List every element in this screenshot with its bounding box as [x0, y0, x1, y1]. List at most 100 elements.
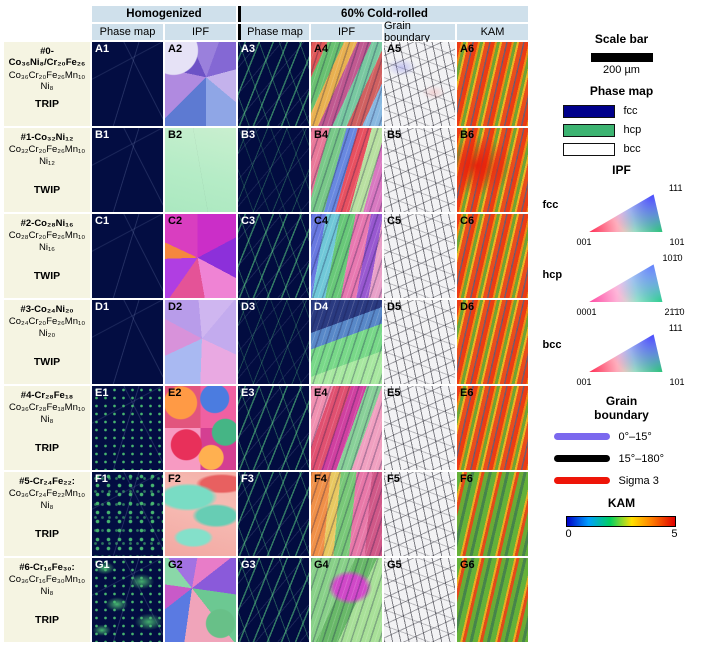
micrograph-g2: G2: [165, 558, 236, 642]
alloy-title: #2-Co₂₈Ni₁₆: [20, 218, 74, 229]
cell-label: E4: [314, 387, 328, 399]
cell-label: A4: [314, 43, 329, 55]
alloy-type: TWIP: [33, 184, 61, 196]
sigma3-label: Sigma 3: [618, 474, 659, 487]
kam-max: 5: [671, 527, 678, 540]
bcc-label: bcc: [623, 143, 641, 156]
micrograph-a3: A3: [238, 42, 309, 126]
corner-label-bottom-left: 001: [576, 377, 592, 388]
micrograph-a4: A4: [311, 42, 382, 126]
micrograph-d4: D4: [311, 300, 382, 384]
ipf-hcp-label: hcp: [542, 269, 563, 282]
micrograph-e3: E3: [238, 386, 309, 470]
kam-colorbar: [565, 515, 676, 527]
cell-label: E3: [241, 387, 255, 399]
alloy-title: #4-Cr₂₈Fe₁₈: [20, 390, 74, 401]
micrograph-b3: B3: [238, 128, 309, 212]
scale-bar-title: Scale bar: [594, 32, 649, 46]
corner-label-bottom-right: 101: [669, 237, 685, 248]
fcc-color-swatch: [562, 104, 615, 118]
cell-label: F2: [168, 473, 181, 485]
gb-legend-sigma3: Sigma 3: [553, 474, 690, 487]
cell-label: B2: [168, 129, 183, 141]
micrograph-c6: C6: [457, 214, 528, 298]
alloy-composition: Co₃₆Cr₂₄Fe₂₂Mn₁₀Ni₈: [8, 488, 86, 511]
corner-label-top: 111: [668, 323, 683, 334]
micrograph-b6: B6: [457, 128, 528, 212]
alloy-type: TRIP: [35, 614, 59, 626]
cell-label: A2: [168, 43, 183, 55]
micrograph-a1: A1: [92, 42, 163, 126]
micrograph-c4: C4: [311, 214, 382, 298]
cell-label: C5: [387, 215, 402, 227]
row-label-e: #4-Cr₂₈Fe₁₈ Co₃₆Cr₂₈Fe₁₈Mn₁₀Ni₈ TRIP: [4, 386, 90, 470]
scale-bar: [590, 52, 653, 62]
legend-panel: Scale bar 200 µm Phase map fcc hcp bcc I…: [528, 0, 715, 652]
micrograph-g3: G3: [238, 558, 309, 642]
micrograph-g4: G4: [311, 558, 382, 642]
cell-label: C6: [460, 215, 475, 227]
cell-label: F3: [241, 473, 254, 485]
cell-label: A1: [95, 43, 110, 55]
micrograph-e5: E5: [384, 386, 455, 470]
alloy-type: TRIP: [35, 442, 59, 454]
hcp-color-swatch: [562, 123, 615, 137]
alloy-composition: Co₂₈Cr₂₀Fe₂₆Mn₁₀Ni₁₆: [8, 230, 86, 253]
alloy-title: #1-Co₃₂Ni₁₂: [20, 132, 74, 143]
corner-label-top: 111: [668, 183, 683, 194]
row-label-g: #6-Cr₁₆Fe₃₀: Co₃₆Cr₁₆Fe₃₀Mn₁₀Ni₈ TRIP: [4, 558, 90, 642]
cell-label: B4: [314, 129, 329, 141]
cell-label: F6: [460, 473, 473, 485]
cell-label: G1: [95, 559, 110, 571]
corner-label-bottom-right: 21̄1̄0: [664, 307, 685, 318]
column-header-phase-map-1: Phase map: [92, 24, 163, 40]
kam-legend: 0 5: [565, 515, 678, 540]
micrograph-b1: B1: [92, 128, 163, 212]
cell-label: F5: [387, 473, 400, 485]
grain-boundary-legend-title: Grain boundary: [594, 394, 649, 423]
micrograph-c2: C2: [165, 214, 236, 298]
corner-label-bottom-right: 101: [669, 377, 685, 388]
cell-label: A6: [460, 43, 475, 55]
alloy-composition: Co₃₆Cr₂₈Fe₁₈Mn₁₀Ni₈: [8, 402, 86, 425]
cell-label: A5: [387, 43, 402, 55]
micrograph-d1: D1: [92, 300, 163, 384]
row-label-a: #0-Co₃₆Ni₈/Cr₂₀Fe₂₆ Co₃₆Cr₂₀Fe₂₆Mn₁₀Ni₈ …: [4, 42, 90, 126]
column-header-grain-boundary: Grain boundary: [384, 20, 455, 44]
ipf-triangle-hcp: 101̄0 0001 21̄1̄0: [575, 253, 687, 317]
gb-legend-high-angle: 15°–180°: [553, 453, 690, 465]
micrograph-grid: Homogenized 60% Cold-rolled Phase map IP…: [4, 6, 528, 642]
corner-label-bottom-left: 0001: [576, 307, 597, 318]
cell-label: G3: [241, 559, 256, 571]
micrograph-e2: E2: [165, 386, 236, 470]
hcp-label: hcp: [623, 124, 642, 137]
micrograph-e1: E1: [92, 386, 163, 470]
low-angle-label: 0°–15°: [618, 430, 652, 443]
ipf-fcc-label: fcc: [542, 199, 559, 212]
gb-legend-low-angle: 0°–15°: [553, 430, 690, 443]
group-header-homogenized: Homogenized: [92, 6, 236, 22]
phase-map-legend-title: Phase map: [589, 83, 654, 98]
cell-label: D5: [387, 301, 402, 313]
micrograph-f1: F1: [92, 472, 163, 556]
micrograph-b4: B4: [311, 128, 382, 212]
micrograph-d3: D3: [238, 300, 309, 384]
cell-label: C4: [314, 215, 329, 227]
cell-label: C2: [168, 215, 183, 227]
cell-label: E6: [460, 387, 474, 399]
micrograph-a5: A5: [384, 42, 455, 126]
cell-label: C1: [95, 215, 110, 227]
micrograph-f2: F2: [165, 472, 236, 556]
micrograph-f4: F4: [311, 472, 382, 556]
ipf-color-triangle: [588, 194, 663, 233]
alloy-title: #6-Cr₁₆Fe₃₀:: [19, 562, 75, 573]
ipf-legend-fcc: fcc 111 001 101: [543, 183, 701, 247]
grid-corner-spacer: [4, 6, 90, 40]
micrograph-a2: A2: [165, 42, 236, 126]
column-header-kam: KAM: [457, 24, 528, 40]
micrograph-d2: D2: [165, 300, 236, 384]
micrograph-f6: F6: [457, 472, 528, 556]
cell-label: D1: [95, 301, 110, 313]
ipf-color-triangle: [588, 334, 663, 373]
alloy-composition: Co₃₆Cr₂₀Fe₂₆Mn₁₀Ni₈: [8, 69, 86, 93]
